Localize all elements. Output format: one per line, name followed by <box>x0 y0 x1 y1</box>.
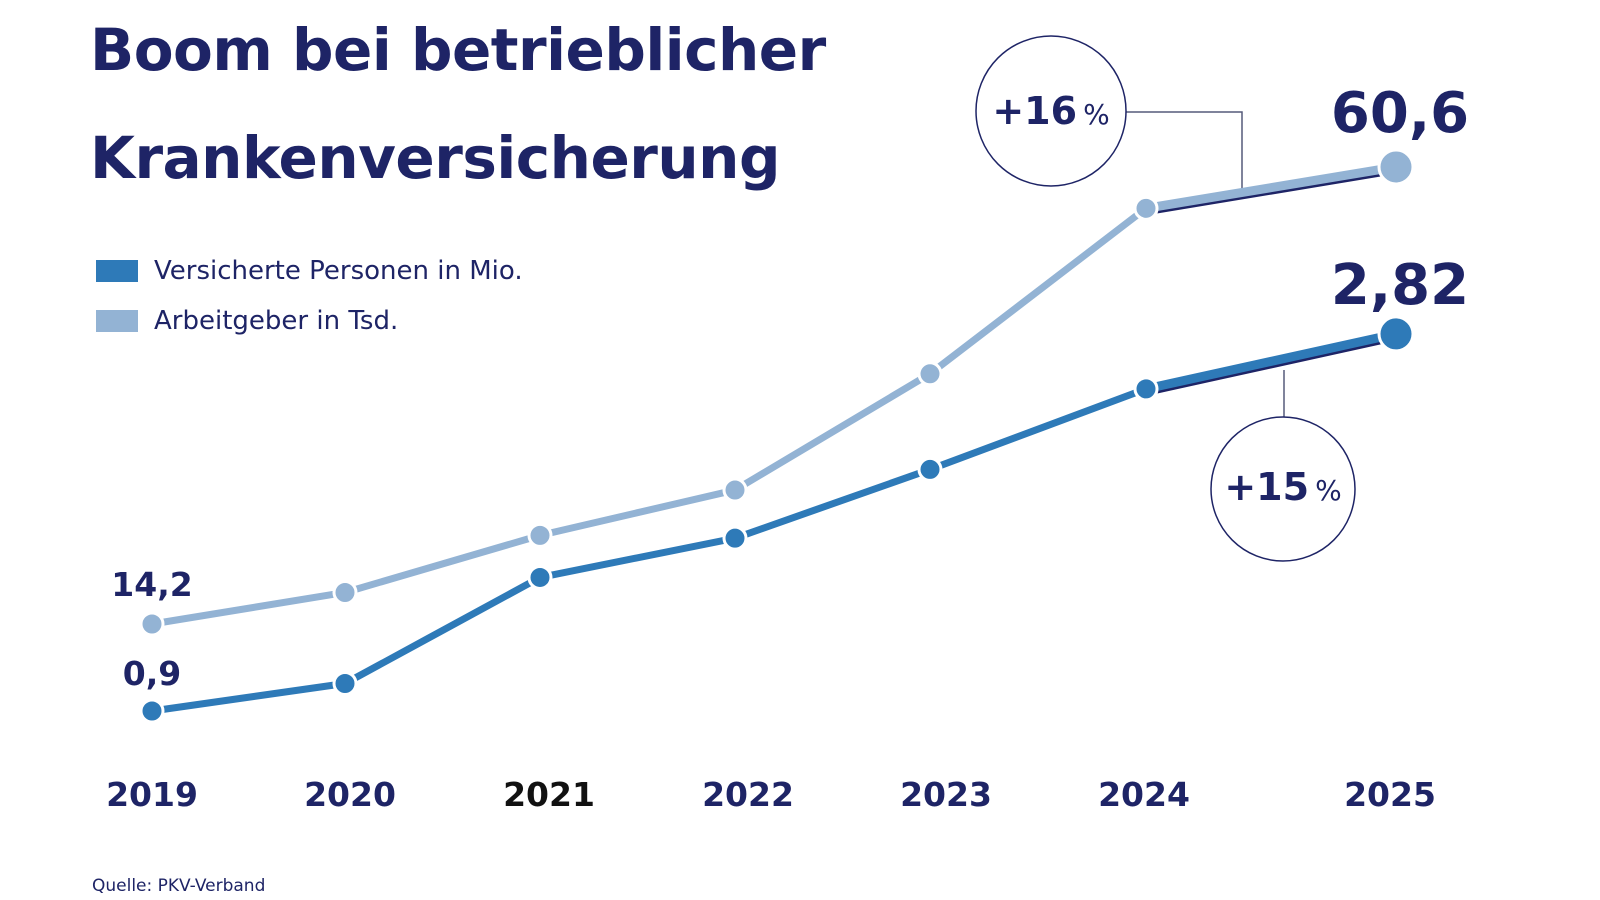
x-tick-label-2021: 2021 <box>503 775 595 814</box>
legend-item-versicherte: Versicherte Personen in Mio. <box>96 246 523 296</box>
line-segment-arbeitgeber <box>731 370 934 494</box>
chart-title: Boom bei betrieblicher Krankenversicheru… <box>90 0 826 214</box>
legend-label-arbeitgeber: Arbeitgeber in Tsd. <box>154 306 399 336</box>
data-point-arbeitgeber-2020 <box>332 579 358 605</box>
x-tick-label-2019: 2019 <box>106 775 198 814</box>
data-point-versicherte-2023 <box>917 456 943 482</box>
callout-unit-versicherte: % <box>1315 474 1342 507</box>
x-tick-label-2023: 2023 <box>900 775 992 814</box>
data-point-versicherte-2019 <box>139 698 165 724</box>
line-segment-versicherte <box>926 385 1150 473</box>
line-segment-arbeitgeber <box>341 531 544 596</box>
data-point-arbeitgeber-2024 <box>1133 195 1159 221</box>
callout-unit-arbeitgeber: % <box>1083 98 1110 131</box>
callout-connector-arbeitgeber <box>1125 111 1243 188</box>
data-point-arbeitgeber-2025 <box>1377 148 1415 186</box>
data-point-versicherte-2025 <box>1377 315 1415 353</box>
line-segment-arbeitgeber <box>536 486 739 539</box>
data-point-arbeitgeber-2022 <box>722 477 748 503</box>
data-label-versicherte-start: 0,9 <box>123 654 181 693</box>
x-tick-label-2024: 2024 <box>1098 775 1190 814</box>
callout-value-versicherte: +15 <box>1224 465 1309 509</box>
line-segment-versicherte <box>148 680 349 715</box>
data-label-versicherte-end: 2,82 <box>1331 253 1469 318</box>
line-segment-arbeitgeber <box>1141 162 1401 213</box>
callout-text-versicherte: +15% <box>1224 465 1341 509</box>
line-segment-versicherte <box>536 534 739 581</box>
data-label-arbeitgeber-start: 14,2 <box>111 565 192 604</box>
legend-label-versicherte: Versicherte Personen in Mio. <box>154 256 523 286</box>
x-tick-label-2022: 2022 <box>702 775 794 814</box>
data-point-versicherte-2022 <box>722 525 748 551</box>
data-point-versicherte-2024 <box>1133 376 1159 402</box>
line-segment-arbeitgeber <box>926 204 1150 378</box>
title-line-2: Krankenversicherung <box>90 124 780 192</box>
data-point-versicherte-2020 <box>332 671 358 697</box>
line-segment-versicherte <box>341 573 544 688</box>
x-tick-label-2020: 2020 <box>304 775 396 814</box>
legend-item-arbeitgeber: Arbeitgeber in Tsd. <box>96 296 523 346</box>
line-segment-versicherte <box>1141 329 1401 394</box>
title-line-1: Boom bei betrieblicher <box>90 16 826 84</box>
data-point-arbeitgeber-2023 <box>917 361 943 387</box>
x-tick-label-2025: 2025 <box>1344 775 1436 814</box>
source-note: Quelle: PKV-Verband <box>92 876 266 896</box>
legend: Versicherte Personen in Mio. Arbeitgeber… <box>96 246 523 346</box>
callout-circle-versicherte <box>1210 416 1356 562</box>
data-point-arbeitgeber-2021 <box>527 522 553 548</box>
data-point-arbeitgeber-2019 <box>139 611 165 637</box>
legend-swatch-versicherte <box>96 260 138 282</box>
callout-circle-arbeitgeber <box>975 35 1127 187</box>
line-segment-arbeitgeber <box>148 588 349 628</box>
line-segment-versicherte <box>731 465 934 542</box>
callout-value-arbeitgeber: +16 <box>992 89 1077 133</box>
data-point-versicherte-2021 <box>527 564 553 590</box>
data-label-arbeitgeber-end: 60,6 <box>1331 81 1469 146</box>
legend-swatch-arbeitgeber <box>96 310 138 332</box>
callout-text-arbeitgeber: +16% <box>992 89 1109 133</box>
